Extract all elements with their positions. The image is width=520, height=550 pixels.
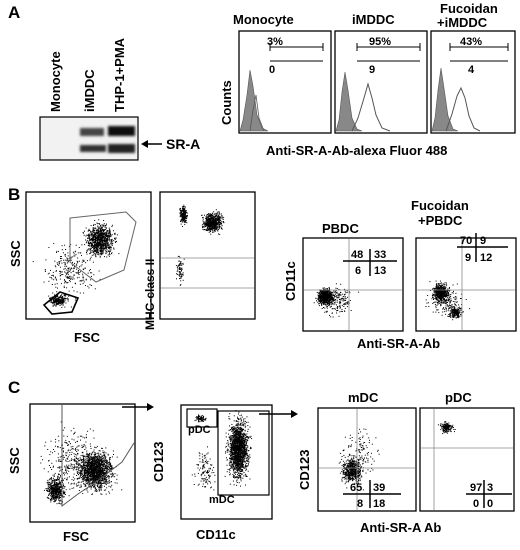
b-quad1-tr: 33 <box>374 249 386 261</box>
hist-title-monocyte: Monocyte <box>233 12 294 27</box>
b-quad2-tr: 9 <box>480 235 486 247</box>
hist-imddc-pct: 95% <box>369 36 391 48</box>
arrow-icon <box>141 140 162 148</box>
c-scatter2-ylabel: CD123 <box>151 442 166 482</box>
hist-title-imddc: iMDDC <box>352 12 395 27</box>
hist-title-fucoidan: Fucoidan <box>440 1 498 16</box>
quadrant-plot-fucoidan-pbdc <box>416 233 516 331</box>
b-quad1-title: PBDC <box>322 221 359 236</box>
panel-a-letter: A <box>8 3 20 22</box>
c-gate-mdc-label: mDC <box>209 494 235 506</box>
quadrant-plot-pdc <box>420 408 514 511</box>
c-quad1-bl: 8 <box>357 498 363 510</box>
hist-imddc-value: 9 <box>369 64 375 76</box>
panel-c-letter: C <box>8 378 20 397</box>
b-quad2-br: 12 <box>480 252 492 264</box>
c-quad2-bl: 0 <box>473 498 479 510</box>
b-quad-ylabel: CD11c <box>283 261 298 301</box>
c-scatter2-xlabel: CD11c <box>196 527 236 542</box>
blot-band-label: SR-A <box>166 136 200 152</box>
c-quad2-br: 0 <box>487 498 493 510</box>
b-scatter2-ylabel: MHC-class II <box>143 259 157 330</box>
c-quad2-title: pDC <box>445 390 472 405</box>
hist-fucoidan-value: 4 <box>468 64 475 76</box>
b-scatter1-ylabel: SSC <box>8 240 23 267</box>
c-quad2-tr: 3 <box>487 482 493 494</box>
b-quad2-tl: 70 <box>460 235 472 247</box>
c-quad1-br: 18 <box>373 498 385 510</box>
scatter-plot-c-fsc-ssc <box>30 404 135 522</box>
hist-monocyte-value: 0 <box>269 64 275 76</box>
b-quad2-bl: 9 <box>465 252 471 264</box>
blot-lane-thp1: THP-1+PMA <box>112 37 127 112</box>
c-quad1-tr: 39 <box>373 482 385 494</box>
b-scatter1-xlabel: FSC <box>74 330 101 345</box>
c-scatter1-ylabel: SSC <box>7 447 22 474</box>
c-quad-xlabel: Anti-SR-A Ab <box>360 520 441 535</box>
hist-ylabel: Counts <box>219 80 234 125</box>
b-quad2-title-line2: +PBDC <box>418 213 463 228</box>
b-quad-xlabel: Anti-SR-A-Ab <box>357 336 440 351</box>
hist-xlabel: Anti-SR-A-Ab-alexa Fluor 488 <box>266 143 447 158</box>
c-quad1-tl: 65 <box>350 482 362 494</box>
b-quad1-bl: 6 <box>355 265 361 277</box>
quadrant-plot-mdc <box>318 408 416 511</box>
western-blot-image <box>40 117 138 160</box>
panel-b-letter: B <box>8 185 20 204</box>
c-scatter1-xlabel: FSC <box>63 529 90 544</box>
c-gate-pdc-label: pDC <box>188 424 211 436</box>
histogram-plot-monocyte <box>239 31 331 133</box>
b-quad1-tl: 48 <box>351 249 363 261</box>
b-quad1-br: 13 <box>374 265 386 277</box>
hist-fucoidan-pct: 43% <box>460 36 482 48</box>
c-quad-ylabel: CD123 <box>297 450 312 490</box>
b-quad2-title-line1: Fucoidan <box>411 198 469 213</box>
hist-title-fucoidan-imddc: +iMDDC <box>437 15 488 30</box>
blot-lane-imddc: iMDDC <box>82 69 97 112</box>
c-quad2-tl: 97 <box>470 482 482 494</box>
scatter-plot-b-fsc-ssc <box>26 192 151 319</box>
scatter-plot-b-mhc <box>160 192 255 319</box>
c-quad1-title: mDC <box>348 390 379 405</box>
blot-lane-monocyte: Monocyte <box>48 51 63 112</box>
hist-monocyte-pct: 3% <box>267 36 283 48</box>
